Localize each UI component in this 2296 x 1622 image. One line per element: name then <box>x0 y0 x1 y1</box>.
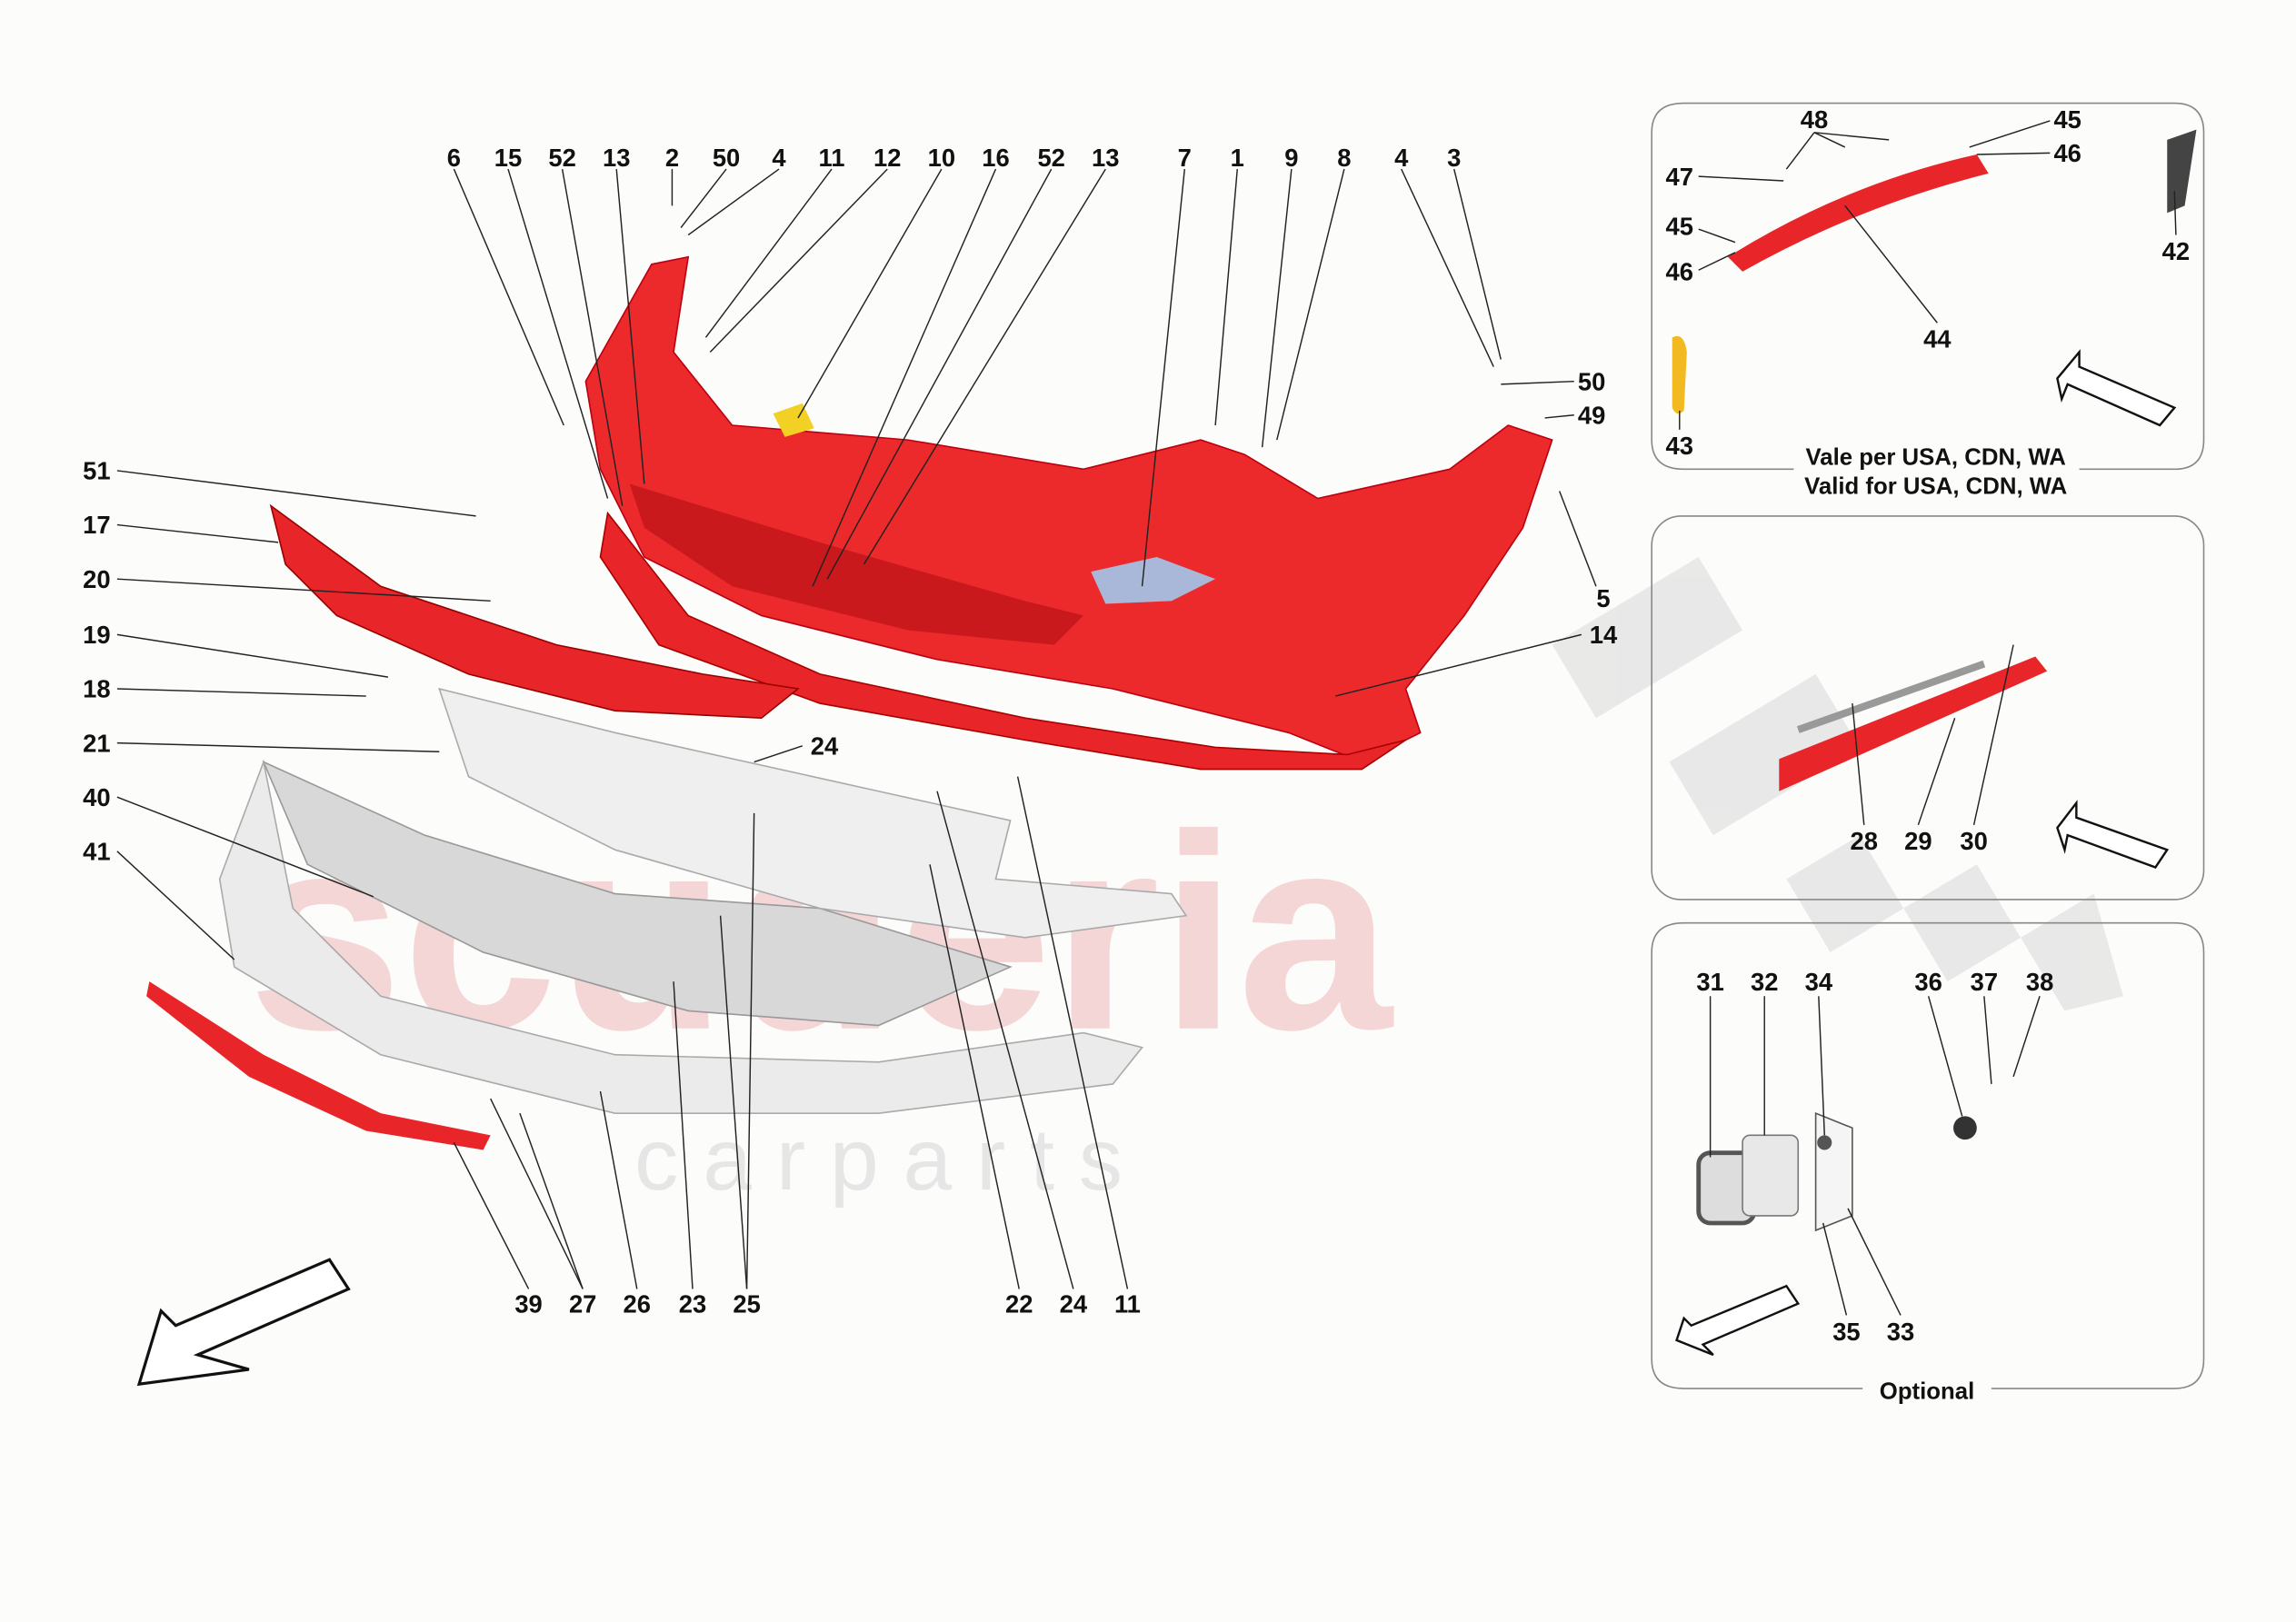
camera-bracket[interactable] <box>1814 1111 1853 1232</box>
callout-49: 49 <box>1578 401 1605 429</box>
callout-1: 1 <box>1231 144 1244 172</box>
direction-arrow <box>136 1258 351 1387</box>
callout-43: 43 <box>1666 432 1693 460</box>
callout-10: 10 <box>928 144 955 172</box>
callout-32: 32 <box>1751 968 1778 996</box>
callout-3: 3 <box>1447 144 1461 172</box>
crash-beam[interactable] <box>1727 154 1989 272</box>
callout-44: 44 <box>1923 325 1952 353</box>
trim-strip[interactable] <box>1779 656 2048 791</box>
callout-41: 41 <box>83 837 110 865</box>
callout-45b: 45 <box>1666 213 1693 241</box>
callout-40: 40 <box>83 783 110 811</box>
lower-splitter[interactable] <box>218 759 1143 1114</box>
seal-strip[interactable] <box>1796 660 1986 733</box>
callout-5: 5 <box>1596 584 1610 612</box>
bracket-42[interactable] <box>2167 129 2197 214</box>
callout-12: 12 <box>873 144 901 172</box>
callout-48: 48 <box>1801 105 1828 134</box>
callout-11: 11 <box>819 144 845 172</box>
camera-unit[interactable] <box>1742 1134 1800 1217</box>
view-arrow <box>2056 349 2177 427</box>
badge-decal <box>773 403 814 437</box>
callout-46: 46 <box>2053 139 2081 167</box>
callout-16: 16 <box>982 144 1009 172</box>
callout-37: 37 <box>1971 968 1998 996</box>
callout-50b: 50 <box>1578 367 1605 395</box>
callout-17: 17 <box>83 511 110 539</box>
callout-47: 47 <box>1666 163 1693 191</box>
callout-28: 28 <box>1851 827 1878 855</box>
callout-35: 35 <box>1832 1318 1860 1346</box>
callout-42: 42 <box>2162 237 2190 265</box>
callout-2: 2 <box>665 144 679 172</box>
watermark-sub: c a r p a r t s <box>634 1111 1123 1209</box>
front-grille[interactable] <box>269 503 800 720</box>
callout-21: 21 <box>83 729 110 757</box>
callout-4: 4 <box>772 144 786 172</box>
air-duct[interactable] <box>438 687 1188 939</box>
callout-19: 19 <box>83 621 110 649</box>
lip-strip[interactable] <box>146 981 491 1150</box>
callout-11b: 11 <box>1114 1289 1141 1318</box>
callout-9: 9 <box>1284 144 1298 172</box>
checkered-flag-watermark <box>1552 556 2123 1011</box>
callout-30: 30 <box>1960 827 1987 855</box>
callout-24: 24 <box>811 731 839 760</box>
callout-33: 33 <box>1887 1318 1914 1346</box>
label-plate <box>1091 556 1216 604</box>
callout-20: 20 <box>83 565 110 593</box>
callout-7: 7 <box>1178 144 1192 172</box>
callout-46b: 46 <box>1666 258 1693 286</box>
callout-38: 38 <box>2026 968 2053 996</box>
callout-45: 45 <box>2053 105 2081 134</box>
panel-strip: 28 29 30 <box>1651 515 2205 901</box>
callout-52: 52 <box>548 144 575 172</box>
caption-en: Valid for USA, CDN, WA <box>1804 474 2067 500</box>
side-reflector[interactable] <box>1672 335 1687 414</box>
bumper-reinforcement[interactable] <box>599 511 1406 771</box>
callout-4b: 4 <box>1394 144 1409 172</box>
callout-50: 50 <box>713 144 740 172</box>
callout-34: 34 <box>1805 968 1833 996</box>
caption-it: Vale per USA, CDN, WA <box>1806 445 2066 471</box>
callout-8: 8 <box>1337 144 1351 172</box>
callout-31: 31 <box>1696 968 1723 996</box>
callout-6: 6 <box>447 144 461 172</box>
callout-24b: 24 <box>1060 1289 1088 1318</box>
panel-optional: 31 32 34 36 37 38 35 33 Optional <box>1651 921 2205 1404</box>
callout-23: 23 <box>679 1289 706 1318</box>
callout-13: 13 <box>603 144 630 172</box>
panel-usa-variant: 48 45 47 46 45 46 42 44 43 Vale per USA,… <box>1651 102 2205 500</box>
callout-29: 29 <box>1904 827 1932 855</box>
sensor[interactable] <box>1953 1116 1977 1140</box>
callout-25: 25 <box>733 1289 760 1318</box>
nut[interactable] <box>1817 1135 1832 1150</box>
callout-39: 39 <box>514 1289 542 1318</box>
callout-18: 18 <box>83 675 110 703</box>
callout-14: 14 <box>1590 621 1618 649</box>
callout-27: 27 <box>569 1289 596 1318</box>
front-bumper-shell[interactable] <box>584 255 1553 771</box>
callout-36: 36 <box>1914 968 1942 996</box>
callout-13b: 13 <box>1092 144 1119 172</box>
view-arrow <box>2056 800 2170 869</box>
caption-optional: Optional <box>1880 1378 1974 1404</box>
lower-mesh[interactable] <box>262 760 1013 1027</box>
leader-lines <box>116 168 1597 1289</box>
view-arrow <box>1675 1284 1801 1357</box>
callout-15: 15 <box>494 144 522 172</box>
callout-26: 26 <box>624 1289 651 1318</box>
callout-51: 51 <box>83 457 110 485</box>
callout-22: 22 <box>1005 1289 1033 1318</box>
callout-52b: 52 <box>1037 144 1064 172</box>
